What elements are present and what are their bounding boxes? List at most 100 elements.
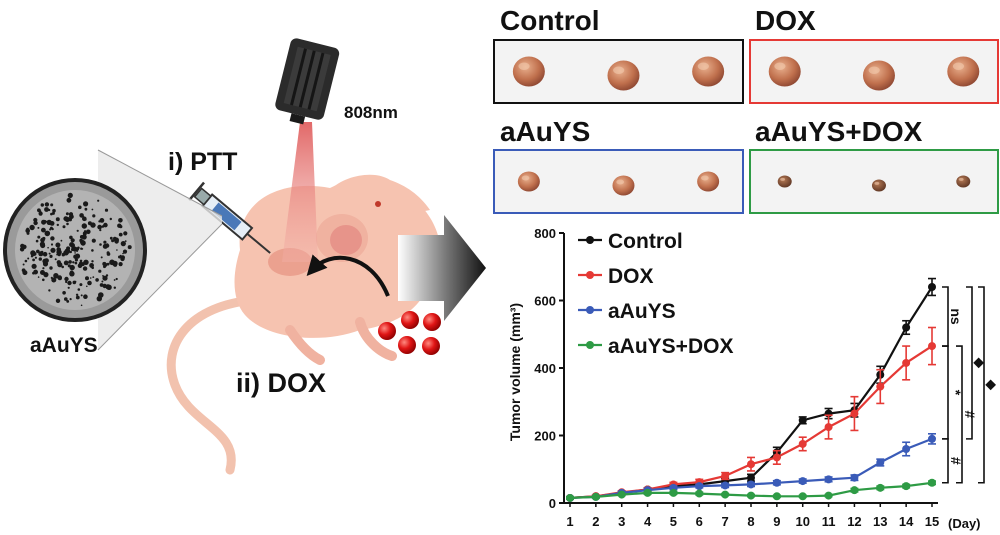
tem-particle — [82, 216, 87, 222]
tem-particle — [99, 218, 105, 223]
tem-particle — [118, 218, 123, 223]
laser-label: 808nm — [344, 103, 398, 122]
tem-particle — [60, 239, 63, 242]
bracket-line — [966, 286, 973, 440]
x-tick-label: 3 — [618, 514, 625, 529]
tem-particle — [82, 231, 87, 236]
data-point — [902, 323, 911, 332]
data-point — [850, 473, 859, 482]
tem-particle — [72, 261, 75, 264]
tem-particle — [109, 217, 113, 221]
tem-particle — [81, 234, 87, 240]
tem-particle — [81, 248, 84, 250]
x-tick-label: 7 — [722, 514, 729, 529]
laser-device — [275, 38, 340, 125]
tem-particle — [95, 278, 99, 282]
tem-particle — [106, 252, 111, 256]
data-point — [876, 382, 885, 391]
tem-particle — [99, 229, 102, 232]
tem-particle — [69, 235, 73, 240]
tem-particle — [70, 238, 75, 243]
data-point — [902, 358, 911, 367]
significance-label: * — [948, 390, 964, 396]
tem-particle — [116, 249, 118, 251]
tem-particle — [100, 256, 103, 259]
tem-particle — [99, 283, 104, 287]
mouse-back-leg — [285, 325, 325, 365]
data-point — [928, 478, 936, 487]
tumor-sample — [612, 175, 635, 196]
tem-particle — [83, 201, 89, 207]
photo-label-control: Control — [500, 5, 600, 36]
tem-particle — [55, 217, 60, 222]
tumor-sample — [607, 60, 640, 91]
tem-particle — [103, 240, 107, 244]
tem-particle — [55, 242, 61, 248]
tem-particle — [109, 259, 115, 266]
tem-particle — [64, 276, 69, 282]
tem-particle — [65, 280, 68, 284]
data-point — [850, 409, 859, 418]
tem-particle — [66, 222, 69, 226]
data-point — [824, 475, 833, 484]
tem-particle — [74, 258, 78, 262]
tem-particle — [40, 270, 45, 275]
tem-particle — [50, 243, 54, 246]
tem-particle — [66, 246, 71, 251]
tem-particle — [74, 261, 78, 265]
x-tick-label: 8 — [747, 514, 754, 529]
tem-particle — [89, 263, 94, 268]
legend-item: Control — [578, 230, 683, 253]
tem-particle — [69, 270, 74, 275]
tem-particle — [81, 223, 88, 229]
tumor-sample — [862, 60, 895, 91]
data-point — [902, 445, 911, 453]
tem-particle — [109, 236, 113, 240]
tem-particle — [42, 278, 45, 282]
data-point — [669, 488, 678, 497]
tem-particle — [114, 239, 119, 244]
tem-particle — [118, 255, 121, 259]
tem-particle — [29, 224, 35, 231]
legend-item: DOX — [578, 265, 654, 288]
tem-particle — [113, 286, 117, 289]
photo-panel-aauys: aAuYS — [493, 116, 744, 214]
tem-particle — [118, 232, 123, 237]
tem-particle — [99, 243, 102, 246]
tem-particle — [75, 295, 80, 300]
y-tick-label: 0 — [549, 496, 556, 511]
tem-particle — [54, 258, 57, 261]
tem-particle — [35, 239, 39, 243]
tem-particle — [102, 275, 104, 277]
tem-particle — [68, 260, 72, 264]
data-point — [772, 492, 781, 501]
tem-particle — [113, 279, 116, 281]
tem-particle — [20, 243, 25, 249]
tem-particle — [48, 252, 51, 255]
tumor-sample — [697, 171, 720, 192]
tem-particle — [38, 251, 44, 257]
tem-particle — [44, 202, 50, 207]
tem-particle — [97, 226, 101, 229]
tem-particle — [62, 291, 66, 295]
tem-particle — [48, 289, 51, 292]
legend-label: aAuYS — [608, 300, 676, 323]
legend-item: aAuYS — [578, 300, 676, 323]
tem-particle — [64, 297, 68, 301]
tem-particle — [42, 251, 48, 257]
tem-particle — [75, 293, 79, 296]
tem-particle — [92, 214, 96, 218]
tem-particle — [27, 257, 30, 260]
tem-particle — [48, 208, 51, 212]
tem-particle — [86, 285, 88, 288]
bracket-line — [978, 286, 985, 484]
tem-particle — [91, 208, 94, 211]
data-point — [747, 473, 755, 482]
tem-particle — [92, 276, 95, 278]
photo-label-aauys-dox: aAuYS+DOX — [755, 116, 923, 147]
tem-particle — [42, 236, 46, 241]
y-tick-label: 800 — [534, 226, 556, 241]
tem-particle — [77, 263, 83, 269]
